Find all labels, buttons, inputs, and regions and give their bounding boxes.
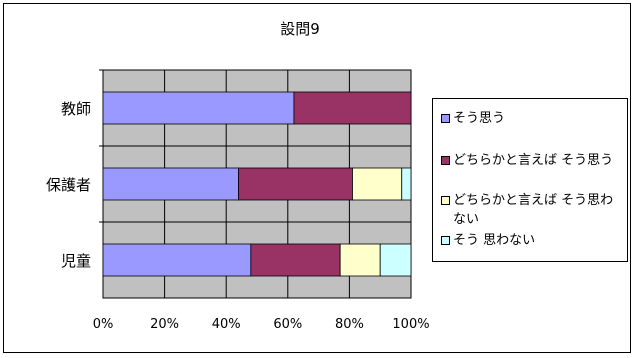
- legend-item-1: そう思う: [441, 109, 625, 128]
- category-label: 保護者: [46, 176, 91, 194]
- legend-item-3: どちらかと言えば そう思わない: [441, 191, 625, 229]
- legend-swatch-2: [441, 156, 450, 165]
- bar-segment: [401, 167, 412, 201]
- bar-segment: [352, 167, 403, 201]
- x-tick-label: 60%: [273, 317, 302, 332]
- legend-swatch-4: [441, 236, 450, 245]
- category-label: 教師: [61, 100, 91, 118]
- x-tick-label: 40%: [212, 317, 241, 332]
- bar-segment: [339, 243, 381, 277]
- x-tick-label: 20%: [150, 317, 179, 332]
- bar-segment: [102, 243, 252, 277]
- bar-segment: [102, 91, 295, 125]
- category-label: 児童: [61, 252, 91, 270]
- legend-label-3: どちらかと言えば そう思わない: [453, 193, 614, 227]
- legend-item-2: どちらかと言えば そう思う: [441, 151, 625, 170]
- legend-label-4: そう 思わない: [453, 233, 536, 248]
- x-tick-label: 0%: [93, 317, 114, 332]
- bar-segment: [102, 167, 239, 201]
- x-tick-label: 100%: [392, 317, 429, 332]
- legend: そう思う どちらかと言えば そう思う どちらかと言えば そう思わない そう 思わ…: [432, 98, 628, 262]
- chart-title: 設問9: [280, 20, 320, 38]
- bar-segment: [238, 167, 353, 201]
- x-tick-label: 80%: [335, 317, 364, 332]
- legend-item-4: そう 思わない: [441, 231, 625, 250]
- legend-label-2: どちらかと言えば そう思う: [453, 153, 614, 168]
- bar-segment: [293, 91, 412, 125]
- legend-label-1: そう思う: [453, 111, 506, 126]
- legend-swatch-3: [441, 196, 450, 205]
- bar-segment: [250, 243, 341, 277]
- bar-segment: [379, 243, 412, 277]
- legend-swatch-1: [441, 114, 450, 123]
